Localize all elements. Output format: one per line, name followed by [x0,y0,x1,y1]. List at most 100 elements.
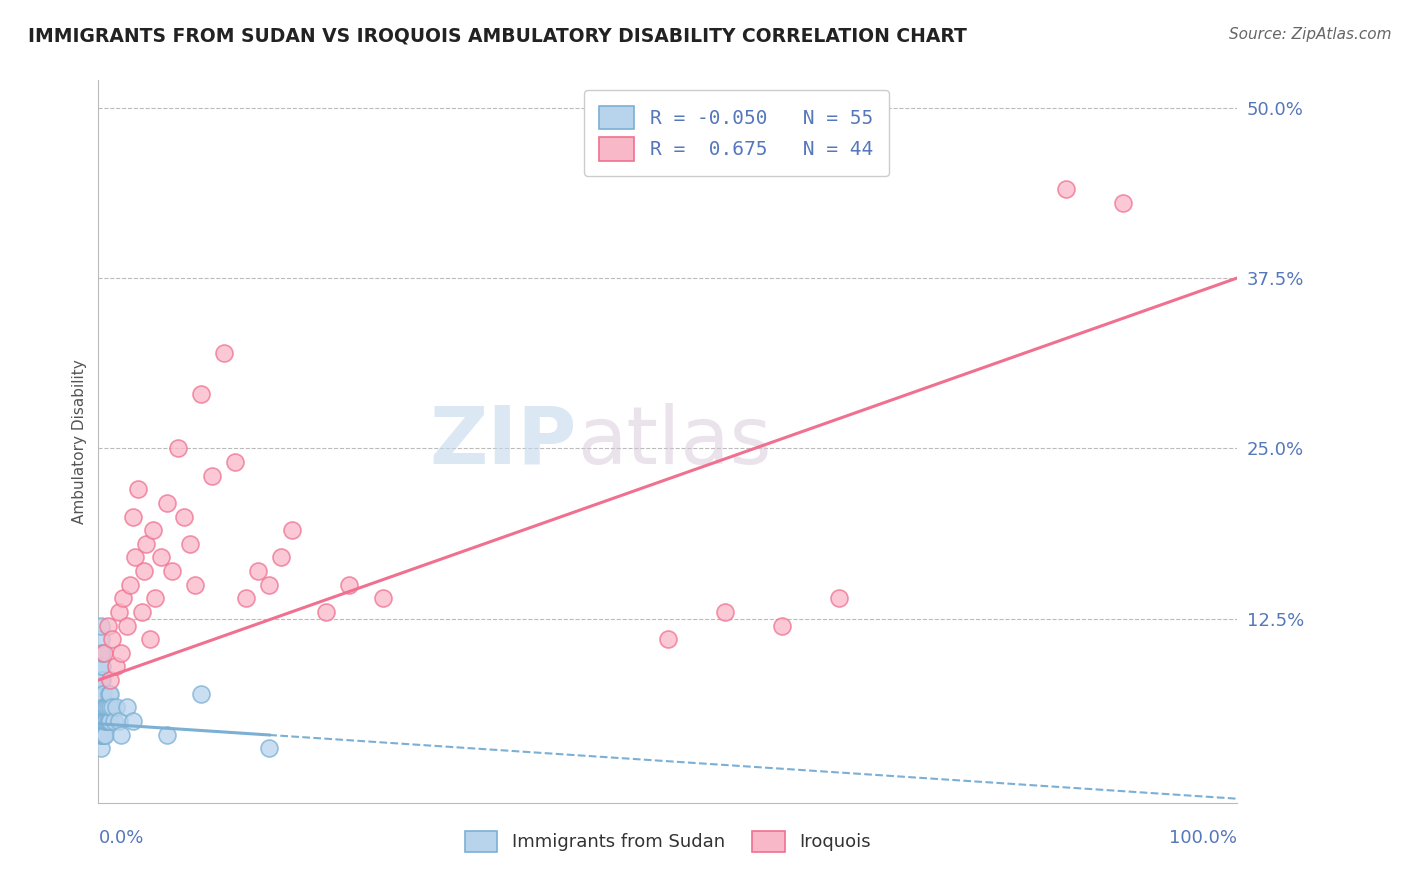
Point [115,700,138,714]
Point [281,523,304,537]
Point [201,468,224,483]
Point [108,714,131,728]
Point [98,687,121,701]
Point [87,728,110,742]
Point [212,346,235,360]
Point [173,509,195,524]
Point [90,659,112,673]
Point [90,714,112,728]
Point [124,550,146,565]
Point [657,632,679,647]
Point [89,673,111,687]
Point [89,673,111,687]
Text: IMMIGRANTS FROM SUDAN VS IROQUOIS AMBULATORY DISABILITY CORRELATION CHART: IMMIGRANTS FROM SUDAN VS IROQUOIS AMBULA… [28,27,967,45]
Text: ZIP: ZIP [429,402,576,481]
Point [94,714,117,728]
Point [828,591,851,606]
Text: atlas: atlas [576,402,770,481]
Point [90,728,112,742]
Point [112,591,135,606]
Point [98,700,121,714]
Point [96,700,118,714]
Point [110,646,132,660]
Point [90,673,112,687]
Point [90,700,112,714]
Point [162,564,184,578]
Point [90,659,112,673]
Point [259,577,281,591]
Point [104,700,127,714]
Point [770,618,793,632]
Point [90,741,112,756]
Point [90,687,112,701]
Point [93,714,115,728]
Point [96,714,118,728]
Point [89,687,111,701]
Point [270,550,292,565]
Point [120,577,142,591]
Point [156,496,179,510]
Point [91,687,114,701]
Point [131,605,153,619]
Point [1054,182,1078,196]
Point [96,618,118,632]
Point [150,550,173,565]
Text: 0.0%: 0.0% [98,829,143,847]
Point [190,687,212,701]
Point [103,714,125,728]
Point [184,577,207,591]
Point [108,605,131,619]
Point [337,577,360,591]
Point [101,700,124,714]
Point [90,728,112,742]
Point [94,700,117,714]
Point [259,741,281,756]
Point [127,482,149,496]
Point [101,632,124,647]
Point [89,659,111,673]
Point [94,728,117,742]
Point [91,714,114,728]
Point [90,673,112,687]
Point [132,564,155,578]
Legend: Immigrants from Sudan, Iroquois: Immigrants from Sudan, Iroquois [458,823,877,859]
Point [110,728,132,742]
Point [235,591,257,606]
Point [90,646,112,660]
Point [190,387,212,401]
Point [714,605,737,619]
Point [224,455,246,469]
Point [167,442,190,456]
Point [90,700,112,714]
Point [246,564,269,578]
Point [138,632,160,647]
Point [90,646,112,660]
Point [90,687,112,701]
Point [142,523,165,537]
Point [315,605,337,619]
Point [98,673,121,687]
Text: Source: ZipAtlas.com: Source: ZipAtlas.com [1229,27,1392,42]
Point [97,714,120,728]
Point [90,714,112,728]
Point [135,537,157,551]
Point [89,714,111,728]
Point [96,700,118,714]
Point [93,728,115,742]
Point [89,714,111,728]
Point [93,700,115,714]
Point [156,728,179,742]
Point [115,618,138,632]
Point [96,714,118,728]
Point [98,714,121,728]
Point [1112,196,1135,211]
Point [97,687,120,701]
Point [179,537,201,551]
Point [90,632,112,647]
Point [145,591,167,606]
Point [89,687,111,701]
Text: 100.0%: 100.0% [1170,829,1237,847]
Point [91,700,114,714]
Point [93,646,115,660]
Point [89,700,111,714]
